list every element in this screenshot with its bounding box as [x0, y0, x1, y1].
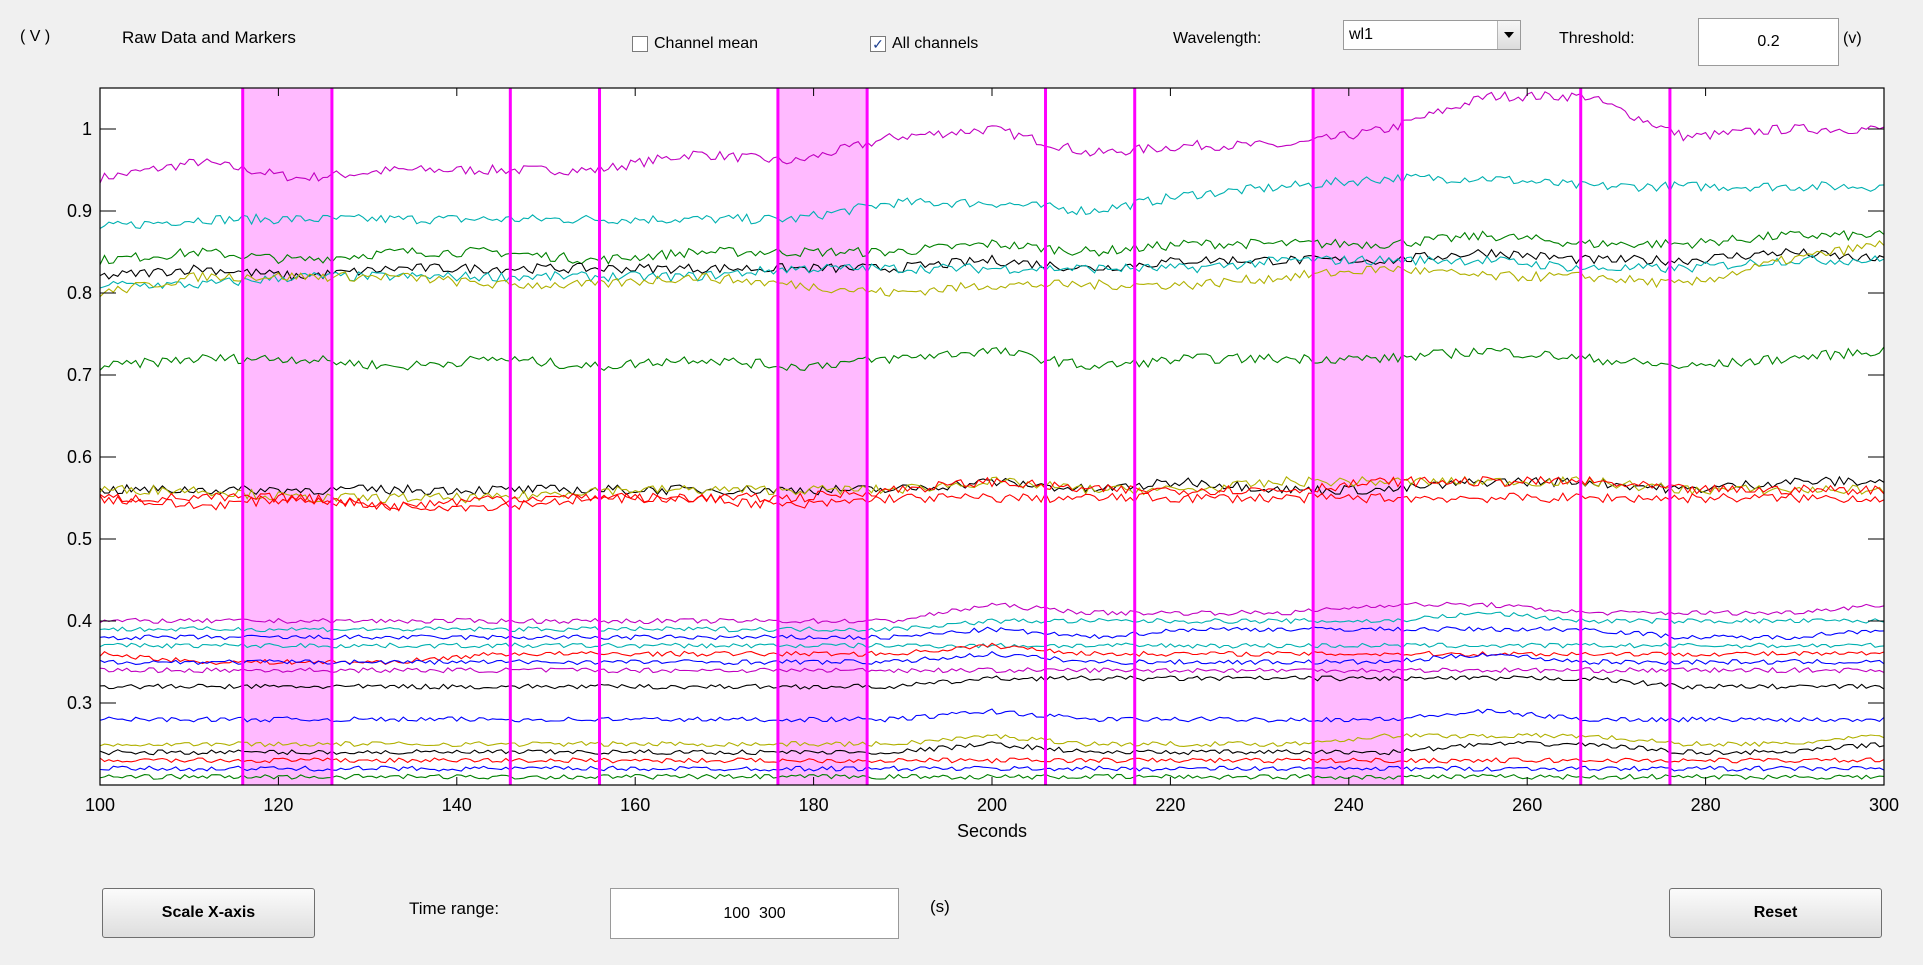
y-tick-label: 0.4 — [67, 611, 92, 631]
scale-x-axis-button[interactable]: Scale X-axis — [102, 888, 315, 938]
chart-title: Raw Data and Markers — [122, 28, 296, 47]
time-unit-label: (s) — [930, 897, 950, 916]
data-series-line — [99, 642, 1885, 666]
x-tick-label: 300 — [1869, 795, 1899, 815]
time-range-label: Time range: — [409, 899, 500, 918]
raw-data-chart: 100 120 140 160 180 200 220 240 260 280 300 0.3 0.4… — [67, 87, 1899, 841]
checkbox-box[interactable]: ✓ — [870, 36, 886, 52]
data-series-line — [99, 651, 1885, 666]
x-axis: 100 120 140 160 180 200 220 240 260 280 300 — [85, 88, 1899, 815]
threshold-label: Threshold: — [1559, 30, 1635, 47]
threshold-input[interactable]: 0.2 — [1698, 18, 1839, 66]
channel-mean-label: Channel mean — [654, 35, 759, 52]
data-series-line — [99, 741, 1885, 756]
y-tick-label: 0.9 — [67, 201, 92, 221]
checkbox-box[interactable] — [632, 36, 648, 52]
data-series-line — [99, 230, 1885, 266]
marker-band — [1313, 88, 1403, 785]
data-series-line — [99, 240, 1885, 298]
y-tick-label: 0.8 — [67, 283, 92, 303]
data-series-line — [99, 757, 1885, 764]
data-series-line — [99, 247, 1885, 282]
x-axis-label: Seconds — [957, 821, 1027, 841]
data-series-line — [99, 173, 1885, 229]
x-tick-label: 200 — [977, 795, 1007, 815]
chevron-down-icon[interactable] — [1497, 21, 1520, 49]
x-tick-label: 180 — [799, 795, 829, 815]
data-series-line — [99, 346, 1885, 372]
data-series-line — [99, 667, 1885, 674]
data-series-line — [99, 642, 1885, 649]
marker-lines — [241, 88, 1672, 785]
data-series-line — [99, 675, 1885, 690]
y-tick-label: 1 — [82, 119, 92, 139]
data-series-line — [99, 475, 1885, 511]
x-tick-label: 260 — [1512, 795, 1542, 815]
y-tick-label: 0.5 — [67, 529, 92, 549]
time-range-value: 100 300 — [723, 904, 786, 922]
channel-mean-checkbox[interactable]: Channel mean — [632, 35, 758, 53]
data-series-line — [99, 492, 1885, 512]
data-series-line — [99, 91, 1885, 184]
threshold-unit: (v) — [1843, 30, 1862, 47]
data-series-line — [99, 601, 1885, 625]
data-series-line — [99, 626, 1885, 641]
series-group — [99, 91, 1885, 780]
unit-label: ( V ) — [20, 28, 51, 45]
y-tick-label: 0.6 — [67, 447, 92, 467]
marker-band — [242, 88, 332, 785]
all-channels-label: All channels — [892, 35, 979, 52]
data-series-line — [99, 611, 1885, 633]
y-tick-label: 0.7 — [67, 365, 92, 385]
x-tick-label: 120 — [263, 795, 293, 815]
wavelength-value: wl1 — [1349, 26, 1374, 43]
time-range-input[interactable]: 100 300 — [610, 888, 899, 939]
data-series-line — [99, 708, 1885, 723]
marker-band — [777, 88, 868, 785]
data-series-line — [99, 765, 1885, 772]
x-tick-label: 280 — [1691, 795, 1721, 815]
data-series-line — [99, 254, 1885, 290]
data-series-line — [99, 773, 1885, 780]
wavelength-label: Wavelength: — [1173, 30, 1262, 47]
all-channels-checkbox[interactable]: ✓ All channels — [870, 35, 978, 53]
data-series-line — [99, 732, 1885, 748]
x-tick-label: 100 — [85, 795, 115, 815]
y-axis: 0.3 0.4 0.5 0.6 0.7 0.8 0.9 1 — [67, 119, 1884, 713]
reset-button[interactable]: Reset — [1669, 888, 1882, 938]
x-tick-label: 240 — [1334, 795, 1364, 815]
plot-area — [100, 88, 1884, 785]
threshold-value: 0.2 — [1757, 33, 1780, 50]
x-tick-label: 160 — [620, 795, 650, 815]
x-tick-label: 140 — [442, 795, 472, 815]
x-tick-label: 220 — [1155, 795, 1185, 815]
marker-bands — [242, 88, 1403, 785]
data-series-line — [99, 475, 1885, 496]
wavelength-select[interactable]: wl1 — [1343, 20, 1521, 50]
y-tick-label: 0.3 — [67, 693, 92, 713]
